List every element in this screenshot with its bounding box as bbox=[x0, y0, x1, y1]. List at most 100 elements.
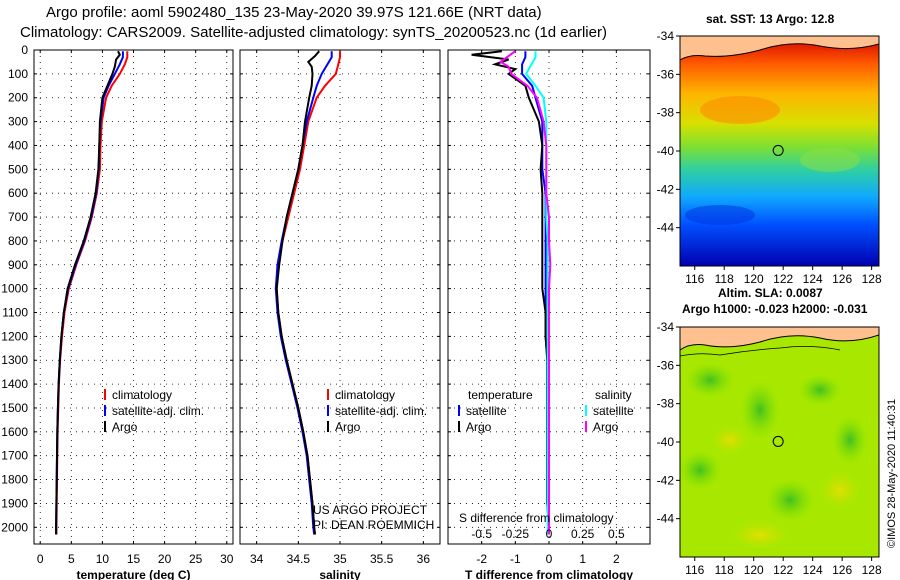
map-y-tick-label: -38 bbox=[657, 106, 675, 120]
map-axes-sst_map bbox=[676, 35, 873, 270]
x-tick-label: 20 bbox=[158, 552, 172, 566]
y-tick-label: 1500 bbox=[1, 401, 28, 415]
x-tick-label: 0 bbox=[546, 552, 553, 566]
y-tick-label: 400 bbox=[8, 138, 28, 152]
map-y-tick-label: -44 bbox=[657, 512, 675, 526]
legend-item-t-satellite: satellite bbox=[458, 403, 533, 419]
map-x-tick-label: 116 bbox=[685, 272, 704, 286]
diff-salinity-legend: salinity satellite Argo bbox=[585, 387, 634, 435]
x-tick-label-salinity: -0.25 bbox=[502, 527, 530, 541]
x-axis-label: salinity bbox=[319, 568, 361, 580]
y-tick-label: 1800 bbox=[1, 473, 28, 487]
legend-item-satellite: satellite-adj. clim. bbox=[327, 403, 427, 419]
australia-land-shape bbox=[680, 327, 879, 350]
x-tick-label: 15 bbox=[127, 552, 141, 566]
australia-land-shape bbox=[680, 36, 879, 60]
y-tick-label: 600 bbox=[8, 186, 28, 200]
s-difference-label: S difference from climatology bbox=[459, 511, 614, 525]
imos-credit: ©IMOS 28-May-2020 11:40:31 bbox=[886, 398, 898, 548]
series-line-s-argo bbox=[498, 50, 552, 535]
map-x-tick-label: 122 bbox=[773, 563, 793, 577]
series-line-satellite-adj-clim- bbox=[274, 51, 333, 535]
x-tick-label-salinity: 0.5 bbox=[608, 527, 625, 541]
x-tick-label: -2 bbox=[476, 552, 487, 566]
salinity-legend: climatology satellite-adj. clim. Argo bbox=[327, 387, 427, 435]
series-line-s-satellite bbox=[524, 51, 549, 535]
x-tick-label: 35 bbox=[333, 552, 347, 566]
map-y-tick-label: -36 bbox=[657, 67, 675, 81]
x-tick-label: 34.5 bbox=[287, 552, 311, 566]
y-tick-label: 2000 bbox=[1, 520, 28, 534]
y-tick-label: 1900 bbox=[1, 496, 28, 510]
series-line-t-argo bbox=[471, 50, 550, 535]
figure-title-line1: Argo profile: aoml 5902480_135 23-May-20… bbox=[46, 4, 542, 21]
y-tick-label: 1600 bbox=[1, 425, 28, 439]
map-y-tick-label: -40 bbox=[657, 435, 675, 449]
y-tick-label: 1700 bbox=[1, 449, 28, 463]
series-line-argo bbox=[275, 50, 320, 535]
temperature-legend: climatology satellite-adj. clim. Argo bbox=[104, 387, 204, 435]
x-tick-label: 34 bbox=[250, 552, 264, 566]
y-tick-label: 700 bbox=[8, 210, 28, 224]
legend-item-s-satellite: satellite bbox=[585, 403, 634, 419]
sla-map bbox=[679, 326, 880, 558]
x-axis-label: temperature (deg C) bbox=[76, 568, 190, 580]
y-tick-label: 800 bbox=[8, 234, 28, 248]
legend-item-argo: Argo bbox=[104, 419, 204, 435]
credit-project: US ARGO PROJECT bbox=[313, 503, 428, 517]
map-x-tick-label: 122 bbox=[773, 272, 793, 286]
map-x-tick-label: 128 bbox=[862, 563, 882, 577]
y-tick-label: 300 bbox=[8, 115, 28, 129]
map-x-tick-label: 126 bbox=[832, 563, 852, 577]
y-tick-label: 1200 bbox=[1, 329, 28, 343]
legend-item-s-argo: Argo bbox=[585, 419, 634, 435]
map-y-tick-label: -42 bbox=[657, 473, 675, 487]
legend-title-temperature: temperature bbox=[468, 388, 533, 402]
map-y-tick-label: -40 bbox=[657, 144, 675, 158]
sst-map-title: sat. SST: 13 Argo: 12.8 bbox=[706, 12, 835, 26]
argo-position-marker bbox=[772, 435, 784, 447]
y-tick-label: 1000 bbox=[1, 282, 28, 296]
sla-map-subtitle: Argo h1000: -0.023 h2000: -0.031 bbox=[682, 302, 868, 316]
x-tick-label: 25 bbox=[189, 552, 203, 566]
map-y-tick-label: -38 bbox=[657, 397, 675, 411]
map-x-tick-label: 118 bbox=[715, 272, 734, 286]
x-tick-label: 2 bbox=[613, 552, 620, 566]
map-x-tick-label: 128 bbox=[862, 272, 882, 286]
map-x-tick-label: 120 bbox=[744, 272, 764, 286]
diff-temperature-legend: temperature satellite Argo bbox=[458, 387, 533, 435]
sla-map-title: Altim. SLA: 0.0087 bbox=[718, 286, 823, 300]
map-x-tick-label: 124 bbox=[803, 272, 823, 286]
x-tick-label-salinity: 0 bbox=[546, 527, 553, 541]
x-tick-label: 0 bbox=[37, 552, 44, 566]
profile-panel-differences bbox=[447, 49, 651, 545]
profile-panel-temperature bbox=[33, 49, 234, 545]
legend-item-t-argo: Argo bbox=[458, 419, 533, 435]
map-y-tick-label: -44 bbox=[657, 221, 675, 235]
map-y-tick-label: -42 bbox=[657, 182, 675, 196]
y-tick-label: 1100 bbox=[2, 306, 28, 320]
legend-item-climatology: climatology bbox=[327, 387, 427, 403]
x-tick-label: 36 bbox=[417, 552, 431, 566]
x-tick-label: 35.5 bbox=[370, 552, 394, 566]
figure-title-line2: Climatology: CARS2009. Satellite-adjuste… bbox=[20, 24, 607, 41]
legend-title-salinity: salinity bbox=[595, 388, 632, 402]
legend-item-argo: Argo bbox=[327, 419, 427, 435]
y-tick-label: 1400 bbox=[1, 377, 28, 391]
profile-panel-salinity bbox=[239, 49, 441, 545]
map-x-tick-label: 116 bbox=[685, 563, 704, 577]
series-line-argo bbox=[55, 50, 121, 535]
y-tick-label: 1300 bbox=[1, 353, 28, 367]
credit-pi: PI: DEAN ROEMMICH bbox=[313, 518, 435, 532]
map-axes-sla_map bbox=[676, 326, 873, 561]
map-y-tick-label: -34 bbox=[657, 29, 675, 43]
x-tick-label: 30 bbox=[220, 552, 234, 566]
map-y-tick-label: -34 bbox=[657, 320, 675, 334]
series-line-t-satellite bbox=[521, 51, 550, 535]
map-x-tick-label: 118 bbox=[715, 563, 734, 577]
sst-map bbox=[679, 35, 880, 267]
x-tick-label: 10 bbox=[96, 552, 110, 566]
y-tick-label: 500 bbox=[8, 162, 28, 176]
map-x-tick-label: 124 bbox=[803, 563, 823, 577]
